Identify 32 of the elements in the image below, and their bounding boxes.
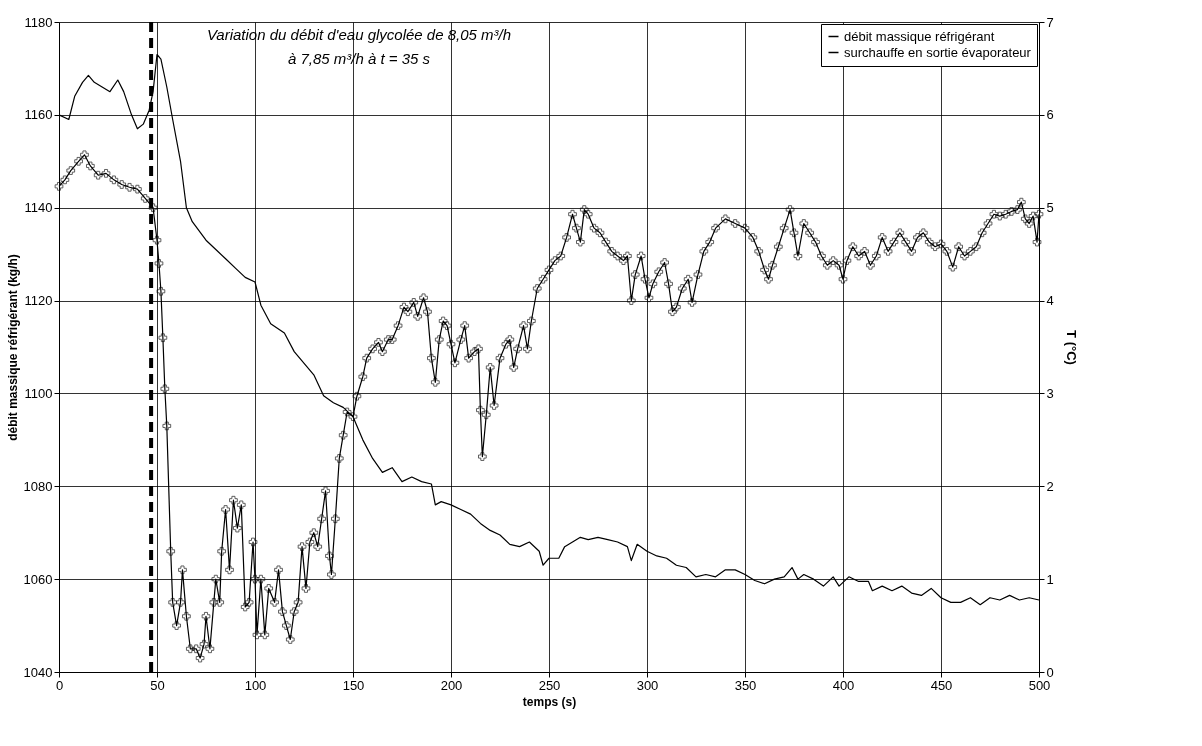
y-tick-label: 1100: [24, 385, 53, 401]
y2-tick-label: 6: [1046, 107, 1054, 123]
x-tick-label: 100: [244, 677, 267, 693]
x-tick-label: 50: [150, 677, 165, 693]
legend-label: surchauffe en sortie évaporateur: [844, 44, 1032, 60]
x-tick-label: 300: [636, 677, 659, 693]
y2-tick-label: 3: [1046, 385, 1054, 401]
y-tick-label: 1140: [24, 200, 53, 216]
legend-label: débit massique réfrigérant: [844, 28, 995, 44]
x-axis-title: temps (s): [522, 694, 577, 709]
x-tick-label: 0: [55, 677, 64, 693]
y-tick-label: 1080: [23, 478, 53, 494]
x-tick-label: 200: [440, 677, 463, 693]
y-tick-label: 1180: [24, 14, 53, 30]
y2-tick-label: 4: [1046, 293, 1054, 309]
y2-tick-label: 2: [1046, 478, 1054, 494]
x-tick-label: 500: [1028, 677, 1051, 693]
y-tick-label: 1160: [24, 107, 53, 123]
y2-tick-label: 7: [1046, 14, 1054, 30]
x-tick-label: 350: [734, 677, 757, 693]
y2-tick-label: 1: [1046, 571, 1054, 587]
x-tick-label: 150: [342, 677, 365, 693]
y-tick-label: 1060: [23, 571, 53, 587]
y2-tick-label: 0: [1046, 664, 1054, 680]
x-tick-label: 250: [538, 677, 561, 693]
y2-tick-label: 5: [1046, 200, 1054, 216]
y-tick-label: 1040: [23, 664, 53, 680]
y-axis-title: débit massique réfrigérant (kg/h): [5, 254, 20, 441]
x-tick-label: 400: [832, 677, 855, 693]
y-tick-label: 1120: [24, 293, 53, 309]
y2-axis-title: T (°C): [1063, 330, 1079, 365]
x-tick-label: 450: [930, 677, 953, 693]
